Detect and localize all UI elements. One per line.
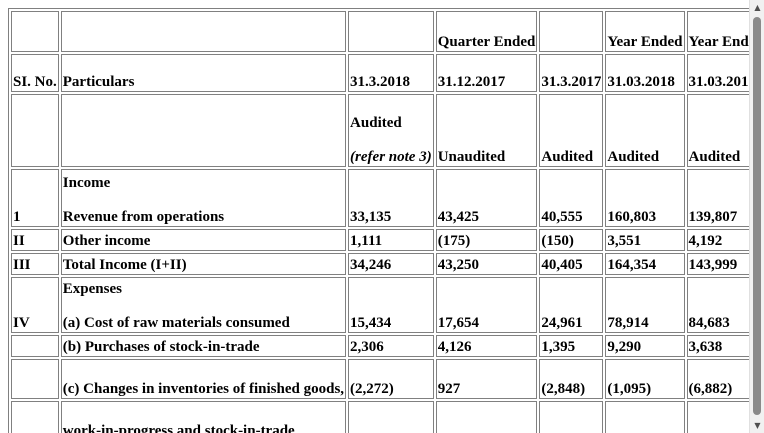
- header-empty-cell: [11, 94, 59, 167]
- row-value: (1,095): [605, 359, 685, 399]
- row-value: 17,654: [435, 277, 538, 333]
- status-note: (refer note 3): [350, 149, 432, 165]
- scroll-down-icon[interactable]: ▼: [754, 421, 761, 430]
- row-value: 4,126: [435, 335, 538, 357]
- header-row-status: Audited (refer note 3) Unaudited Audited…: [11, 94, 749, 167]
- header-year-ended-2: Year Ended: [686, 11, 749, 52]
- header-date: 31.12.2017: [435, 54, 538, 92]
- row-value: 2,306: [348, 335, 434, 357]
- financial-results-table: Quarter Ended Year Ended Year Ended SI. …: [8, 8, 749, 433]
- row-value: 1,395: [539, 335, 604, 357]
- row-sl: 1: [11, 169, 59, 227]
- row-sl: III: [11, 253, 59, 275]
- row-value: (6,882): [686, 359, 749, 399]
- header-empty-cell: [60, 11, 347, 52]
- row-value: 143,999: [686, 253, 749, 275]
- row-value: [348, 401, 434, 433]
- row-label-text: Revenue from operations: [62, 209, 225, 225]
- header-particulars: Particulars: [60, 54, 347, 92]
- header-date: 31.03.2018: [605, 54, 685, 92]
- row-sl: [11, 335, 59, 357]
- row-value: 15,434: [348, 277, 434, 333]
- row-label: Total Income (I+II): [60, 253, 347, 275]
- row-value: 78,914: [605, 277, 685, 333]
- row-value: 33,135: [348, 169, 434, 227]
- row-value: 3,638: [686, 335, 749, 357]
- row-value: 9,290: [605, 335, 685, 357]
- row-value: [686, 401, 749, 433]
- row-label-text: (a) Cost of raw materials consumed: [62, 315, 290, 331]
- row-value: 4,192: [686, 229, 749, 251]
- scroll-up-icon[interactable]: ▲: [754, 3, 761, 12]
- table-row-purchases: (b) Purchases of stock-in-trade 2,306 4,…: [11, 335, 749, 357]
- spacer: [63, 192, 344, 208]
- vertical-scrollbar[interactable]: ▲ ▼: [749, 0, 764, 433]
- header-status: Audited: [605, 94, 685, 167]
- header-status: Audited: [539, 94, 604, 167]
- header-status-audited: Audited (refer note 3): [348, 94, 434, 167]
- scrollbar-thumb[interactable]: [753, 17, 761, 415]
- row-value: [435, 401, 538, 433]
- header-empty-cell: [60, 94, 347, 167]
- row-value: [539, 401, 604, 433]
- row-label: Expenses (a) Cost of raw materials consu…: [60, 277, 347, 333]
- row-value: [605, 401, 685, 433]
- header-status: Unaudited: [435, 94, 538, 167]
- table-row-total-income: III Total Income (I+II) 34,246 43,250 40…: [11, 253, 749, 275]
- header-year-ended-1: Year Ended: [605, 11, 685, 52]
- row-label: Income Revenue from operations: [60, 169, 347, 227]
- row-label: (b) Purchases of stock-in-trade: [60, 335, 347, 357]
- row-value: (175): [435, 229, 538, 251]
- row-sl: IV: [11, 277, 59, 333]
- row-value: (2,848): [539, 359, 604, 399]
- header-date: 31.03.2017: [686, 54, 749, 92]
- row-value: 24,961: [539, 277, 604, 333]
- row-value: 164,354: [605, 253, 685, 275]
- row-value: 3,551: [605, 229, 685, 251]
- row-value: (150): [539, 229, 604, 251]
- row-sl: [11, 401, 59, 433]
- row-value: (2,272): [348, 359, 434, 399]
- section-heading-expenses: Expenses: [62, 281, 122, 297]
- table-row-revenue: 1 Income Revenue from operations 33,135 …: [11, 169, 749, 227]
- row-sl: [11, 359, 59, 399]
- header-row-group: Quarter Ended Year Ended Year Ended: [11, 11, 749, 52]
- row-value: 139,807: [686, 169, 749, 227]
- row-value: 40,555: [539, 169, 604, 227]
- table-row-other-income: II Other income 1,111 (175) (150) 3,551 …: [11, 229, 749, 251]
- row-label: work-in-progress and stock-in-trade: [60, 401, 347, 433]
- header-empty-cell: [11, 11, 59, 52]
- table-row-inventory-change: (c) Changes in inventories of finished g…: [11, 359, 749, 399]
- spacer: [350, 132, 432, 148]
- row-sl: II: [11, 229, 59, 251]
- table-row-wip: work-in-progress and stock-in-trade: [11, 401, 749, 433]
- row-value: 84,683: [686, 277, 749, 333]
- section-heading-income: Income: [62, 175, 111, 191]
- header-date: 31.3.2017: [539, 54, 604, 92]
- header-empty-cell: [539, 11, 604, 52]
- row-value: 1,111: [348, 229, 434, 251]
- status-label: Audited: [350, 115, 402, 131]
- row-label: Other income: [60, 229, 347, 251]
- table-row-raw-materials: IV Expenses (a) Cost of raw materials co…: [11, 277, 749, 333]
- header-sl-no: SI. No.: [11, 54, 59, 92]
- header-row-dates: SI. No. Particulars 31.3.2018 31.12.2017…: [11, 54, 749, 92]
- header-quarter-ended: Quarter Ended: [435, 11, 538, 52]
- row-value: 34,246: [348, 253, 434, 275]
- header-empty-cell: [348, 11, 434, 52]
- row-value: 160,803: [605, 169, 685, 227]
- row-value: 927: [435, 359, 538, 399]
- spacer: [63, 298, 344, 314]
- row-value: 40,405: [539, 253, 604, 275]
- header-status: Audited: [686, 94, 749, 167]
- header-date: 31.3.2018: [348, 54, 434, 92]
- row-value: 43,425: [435, 169, 538, 227]
- row-label: (c) Changes in inventories of finished g…: [60, 359, 347, 399]
- row-value: 43,250: [435, 253, 538, 275]
